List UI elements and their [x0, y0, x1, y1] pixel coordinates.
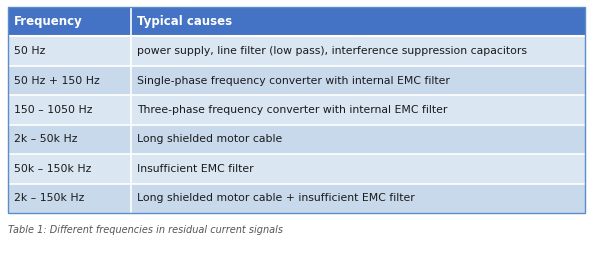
Text: 50 Hz + 150 Hz: 50 Hz + 150 Hz	[14, 76, 100, 86]
Bar	[8, 36, 585, 66]
Text: Long shielded motor cable: Long shielded motor cable	[137, 134, 282, 145]
Bar	[8, 7, 585, 36]
Text: power supply, line filter (low pass), interference suppression capacitors: power supply, line filter (low pass), in…	[137, 46, 527, 56]
Bar	[8, 125, 585, 154]
Bar	[8, 184, 585, 213]
Bar	[8, 154, 585, 184]
Text: Typical causes: Typical causes	[137, 15, 232, 28]
Text: 50k – 150k Hz: 50k – 150k Hz	[14, 164, 91, 174]
Text: Three-phase frequency converter with internal EMC filter: Three-phase frequency converter with int…	[137, 105, 447, 115]
Text: Table 1: Different frequencies in residual current signals: Table 1: Different frequencies in residu…	[8, 225, 283, 235]
Text: Single-phase frequency converter with internal EMC filter: Single-phase frequency converter with in…	[137, 76, 450, 86]
Text: 2k – 50k Hz: 2k – 50k Hz	[14, 134, 77, 145]
Bar	[8, 66, 585, 95]
Bar	[8, 7, 585, 213]
Text: Frequency: Frequency	[14, 15, 83, 28]
Bar	[8, 95, 585, 125]
Text: 150 – 1050 Hz: 150 – 1050 Hz	[14, 105, 92, 115]
Text: 2k – 150k Hz: 2k – 150k Hz	[14, 193, 85, 203]
Text: 50 Hz: 50 Hz	[14, 46, 45, 56]
Text: Insufficient EMC filter: Insufficient EMC filter	[137, 164, 253, 174]
Text: Long shielded motor cable + insufficient EMC filter: Long shielded motor cable + insufficient…	[137, 193, 415, 203]
